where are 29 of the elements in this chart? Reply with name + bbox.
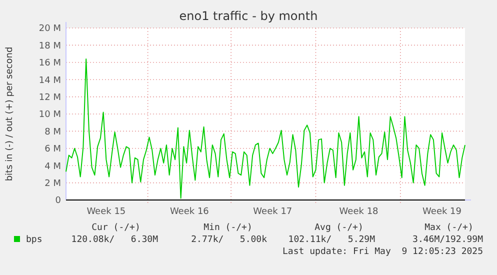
text: 2.77k/ 5.00k <box>191 235 268 245</box>
y-axis-title: bits in (-) / out (+) per second <box>5 46 15 182</box>
y-tick-label: 4 M <box>44 162 61 172</box>
text: 102.11k/ 5.29M <box>288 235 376 245</box>
y-tick-label: 8 M <box>44 127 61 138</box>
y-tick-label: 0 <box>55 196 62 206</box>
text: Max (-/+) <box>424 223 474 233</box>
text: Cur (-/+) <box>92 223 140 233</box>
text: 120.08k/ 6.30M <box>71 235 159 245</box>
y-tick-label: 16 M <box>38 58 61 69</box>
y-tick-label: 18 M <box>38 41 61 52</box>
text: 3.46M/192.99M <box>412 235 484 245</box>
text: Last update: Fri May 9 12:05:23 2025 <box>282 247 483 257</box>
y-tick-label: 2 M <box>44 178 61 189</box>
x-tick-label: Week 18 <box>339 207 379 217</box>
y-tick-label: 14 M <box>38 76 61 86</box>
text: Min (-/+) <box>204 223 252 233</box>
y-tick-label: 6 M <box>44 144 61 155</box>
x-tick-label: Week 16 <box>170 207 210 217</box>
x-tick-label: Week 15 <box>86 207 126 217</box>
x-tick-label: Week 17 <box>253 207 292 217</box>
text: Avg (-/+) <box>314 223 364 233</box>
y-tick-label: 10 M <box>38 110 61 120</box>
line-series <box>66 58 466 199</box>
legend-label: bps <box>26 235 42 245</box>
x-tick-label: Week 19 <box>422 207 462 217</box>
chart-title: eno1 traffic - by month <box>179 9 318 23</box>
y-tick-label: 12 M <box>38 92 61 103</box>
y-tick-label: 20 M <box>38 24 61 34</box>
